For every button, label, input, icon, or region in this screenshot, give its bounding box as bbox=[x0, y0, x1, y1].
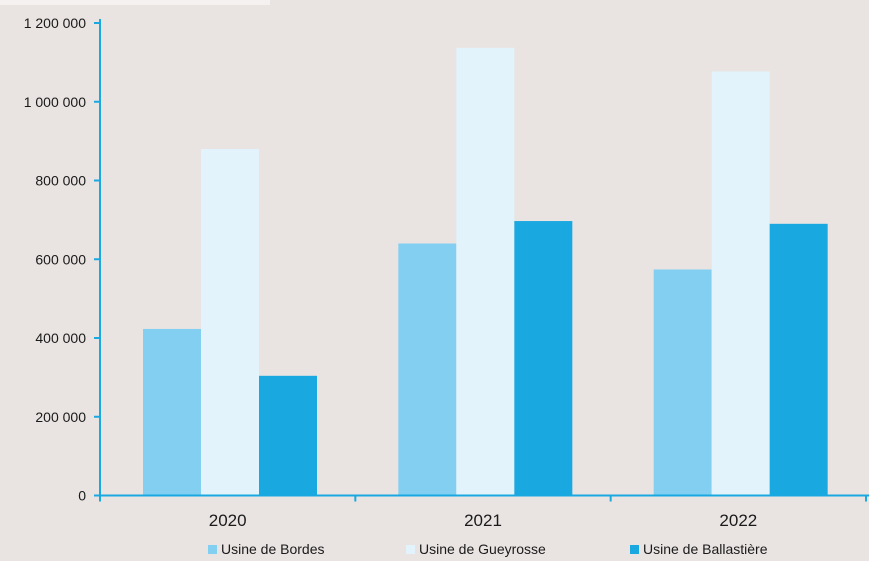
bar-2022-usine-de-bordes bbox=[653, 269, 712, 496]
chart-legend: Usine de Bordes Usine de Gueyrosse Usine… bbox=[0, 541, 869, 561]
legend-item-gueyrosse: Usine de Gueyrosse bbox=[406, 541, 546, 557]
x-tick-label-2020: 2020 bbox=[209, 511, 247, 530]
y-tick-label-200000: 200 000 bbox=[35, 409, 86, 425]
bar-2022-usine-de-ballasti-re bbox=[769, 223, 828, 496]
y-tick-label-1000000: 1 000 000 bbox=[24, 94, 86, 110]
legend-swatch-ballastiere bbox=[630, 544, 639, 554]
legend-swatch-bordes bbox=[208, 544, 217, 554]
x-tick-label-2022: 2022 bbox=[719, 511, 757, 530]
bar-2020-usine-de-gueyrosse bbox=[201, 149, 259, 496]
legend-label-bordes: Usine de Bordes bbox=[221, 541, 325, 557]
y-tick-label-1200000: 1 200 000 bbox=[24, 15, 86, 31]
x-tick-label-2021: 2021 bbox=[464, 511, 502, 530]
y-tick-label-600000: 600 000 bbox=[35, 251, 86, 267]
legend-swatch-gueyrosse bbox=[406, 544, 415, 554]
top-band bbox=[0, 0, 270, 5]
legend-label-ballastiere: Usine de Ballastière bbox=[643, 541, 768, 557]
y-tick-label-400000: 400 000 bbox=[35, 330, 86, 346]
bar-chart: 2020 2021 2022 0 200 000 400 000 600 000 800 00… bbox=[24, 15, 869, 530]
bar-2022-usine-de-gueyrosse bbox=[711, 71, 770, 496]
legend-item-bordes: Usine de Bordes bbox=[208, 541, 325, 557]
bar-2021-usine-de-gueyrosse bbox=[456, 47, 515, 496]
bar-2020-usine-de-ballasti-re bbox=[259, 375, 317, 496]
bar-2021-usine-de-bordes bbox=[398, 243, 457, 496]
bar-2020-usine-de-bordes bbox=[143, 328, 201, 496]
y-tick-label-0: 0 bbox=[78, 488, 86, 504]
bar-2021-usine-de-ballasti-re bbox=[514, 221, 573, 496]
legend-item-ballastiere: Usine de Ballastière bbox=[630, 541, 768, 557]
y-tick-label-800000: 800 000 bbox=[35, 173, 86, 189]
legend-label-gueyrosse: Usine de Gueyrosse bbox=[419, 541, 546, 557]
